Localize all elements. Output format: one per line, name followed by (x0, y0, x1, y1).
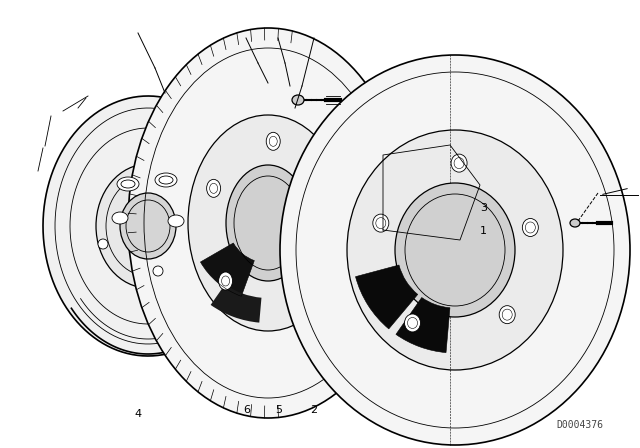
Text: 3: 3 (480, 203, 486, 213)
Text: 5: 5 (275, 405, 282, 415)
Ellipse shape (117, 177, 139, 191)
Text: 1: 1 (480, 226, 486, 236)
Ellipse shape (373, 214, 389, 232)
Ellipse shape (112, 212, 128, 224)
Ellipse shape (395, 183, 515, 317)
Ellipse shape (317, 186, 332, 204)
Ellipse shape (207, 179, 221, 198)
Ellipse shape (153, 266, 163, 276)
Text: D0004376: D0004376 (557, 420, 604, 430)
Ellipse shape (404, 314, 420, 332)
Wedge shape (355, 265, 418, 329)
Ellipse shape (280, 55, 630, 445)
Wedge shape (396, 297, 450, 353)
Ellipse shape (168, 215, 184, 227)
Ellipse shape (286, 289, 300, 306)
Text: 6: 6 (243, 405, 250, 415)
Ellipse shape (451, 154, 467, 172)
Ellipse shape (347, 130, 563, 370)
Wedge shape (200, 243, 254, 296)
Ellipse shape (219, 272, 232, 290)
Text: 2: 2 (310, 405, 317, 415)
Ellipse shape (499, 306, 515, 323)
Ellipse shape (120, 193, 176, 259)
Ellipse shape (155, 173, 177, 187)
Polygon shape (43, 96, 243, 356)
Ellipse shape (96, 164, 200, 288)
Ellipse shape (98, 239, 108, 249)
Ellipse shape (292, 95, 304, 105)
Text: 4: 4 (134, 409, 141, 419)
Ellipse shape (128, 28, 408, 418)
Ellipse shape (188, 115, 348, 331)
Wedge shape (211, 284, 262, 323)
Ellipse shape (226, 165, 310, 281)
Ellipse shape (570, 219, 580, 227)
Ellipse shape (522, 219, 538, 237)
Ellipse shape (266, 132, 280, 151)
